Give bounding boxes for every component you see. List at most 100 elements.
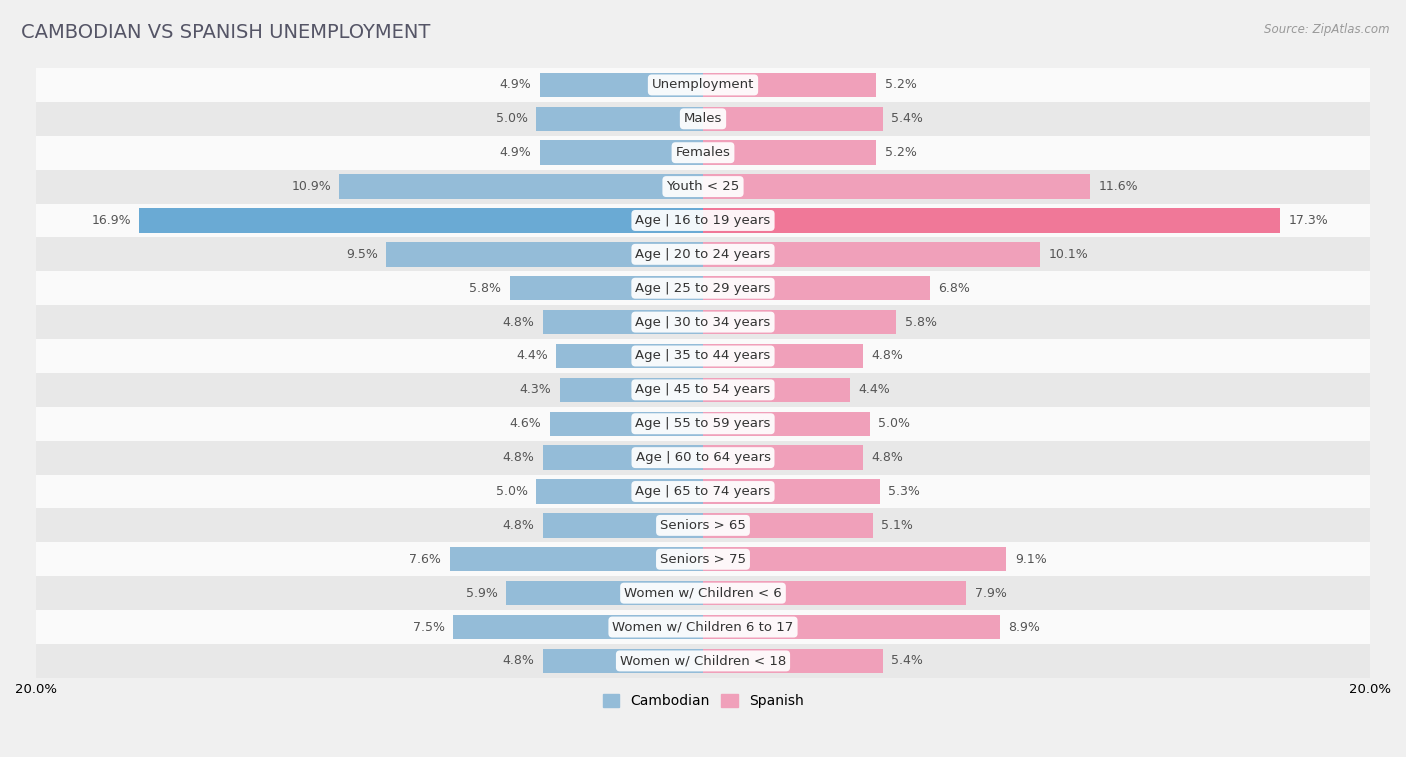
Text: Women w/ Children < 18: Women w/ Children < 18	[620, 654, 786, 668]
Text: 5.0%: 5.0%	[879, 417, 910, 430]
Text: 4.8%: 4.8%	[503, 451, 534, 464]
Text: 5.4%: 5.4%	[891, 112, 924, 126]
Text: 9.5%: 9.5%	[346, 248, 378, 261]
Bar	[37, 271, 1369, 305]
Text: 10.9%: 10.9%	[291, 180, 332, 193]
Bar	[37, 136, 1369, 170]
Bar	[453, 615, 703, 639]
Text: 4.4%: 4.4%	[858, 383, 890, 397]
Text: Age | 55 to 59 years: Age | 55 to 59 years	[636, 417, 770, 430]
Text: 4.8%: 4.8%	[872, 350, 903, 363]
Text: 7.6%: 7.6%	[409, 553, 441, 565]
Text: Males: Males	[683, 112, 723, 126]
Bar	[543, 513, 703, 537]
Text: Youth < 25: Youth < 25	[666, 180, 740, 193]
Bar	[37, 407, 1369, 441]
Text: 10.1%: 10.1%	[1047, 248, 1088, 261]
Bar	[543, 649, 703, 673]
Bar	[703, 73, 876, 97]
Text: 4.9%: 4.9%	[499, 79, 531, 92]
Bar	[339, 174, 703, 199]
Text: Seniors > 65: Seniors > 65	[659, 519, 747, 532]
Text: 5.9%: 5.9%	[465, 587, 498, 600]
Bar	[703, 378, 849, 402]
Bar	[703, 412, 870, 436]
Text: Age | 65 to 74 years: Age | 65 to 74 years	[636, 485, 770, 498]
Bar	[37, 610, 1369, 644]
Bar	[703, 310, 897, 335]
Text: Age | 35 to 44 years: Age | 35 to 44 years	[636, 350, 770, 363]
Bar	[550, 412, 703, 436]
Bar	[703, 107, 883, 131]
Text: 5.0%: 5.0%	[496, 485, 527, 498]
Text: 4.4%: 4.4%	[516, 350, 548, 363]
Bar	[703, 547, 1007, 572]
Bar	[37, 204, 1369, 238]
Bar	[37, 305, 1369, 339]
Text: Age | 20 to 24 years: Age | 20 to 24 years	[636, 248, 770, 261]
Text: 4.8%: 4.8%	[872, 451, 903, 464]
Bar	[543, 310, 703, 335]
Bar	[560, 378, 703, 402]
Bar	[37, 576, 1369, 610]
Bar	[37, 475, 1369, 509]
Text: 5.3%: 5.3%	[889, 485, 920, 498]
Bar	[37, 644, 1369, 678]
Bar	[703, 513, 873, 537]
Bar	[540, 141, 703, 165]
Bar	[703, 445, 863, 470]
Text: 5.4%: 5.4%	[891, 654, 924, 668]
Text: Age | 60 to 64 years: Age | 60 to 64 years	[636, 451, 770, 464]
Text: 17.3%: 17.3%	[1288, 214, 1329, 227]
Bar	[557, 344, 703, 368]
Text: Age | 30 to 34 years: Age | 30 to 34 years	[636, 316, 770, 329]
Bar	[540, 73, 703, 97]
Text: 4.8%: 4.8%	[503, 519, 534, 532]
Bar	[139, 208, 703, 232]
Bar	[703, 174, 1090, 199]
Text: Age | 25 to 29 years: Age | 25 to 29 years	[636, 282, 770, 294]
Text: Seniors > 75: Seniors > 75	[659, 553, 747, 565]
Bar	[703, 208, 1279, 232]
Bar	[37, 68, 1369, 102]
Bar	[37, 542, 1369, 576]
Text: CAMBODIAN VS SPANISH UNEMPLOYMENT: CAMBODIAN VS SPANISH UNEMPLOYMENT	[21, 23, 430, 42]
Text: 4.3%: 4.3%	[519, 383, 551, 397]
Text: 5.8%: 5.8%	[470, 282, 501, 294]
Text: Women w/ Children 6 to 17: Women w/ Children 6 to 17	[613, 621, 793, 634]
Text: 9.1%: 9.1%	[1015, 553, 1046, 565]
Bar	[37, 509, 1369, 542]
Bar	[703, 649, 883, 673]
Legend: Cambodian, Spanish: Cambodian, Spanish	[598, 689, 808, 714]
Text: Females: Females	[675, 146, 731, 159]
Bar	[509, 276, 703, 301]
Bar	[703, 242, 1040, 266]
Bar	[37, 339, 1369, 373]
Text: 4.8%: 4.8%	[503, 316, 534, 329]
Text: Women w/ Children < 6: Women w/ Children < 6	[624, 587, 782, 600]
Bar	[37, 441, 1369, 475]
Text: 4.8%: 4.8%	[503, 654, 534, 668]
Bar	[703, 581, 966, 606]
Text: 4.9%: 4.9%	[499, 146, 531, 159]
Text: 7.5%: 7.5%	[412, 621, 444, 634]
Text: 6.8%: 6.8%	[938, 282, 970, 294]
Bar	[506, 581, 703, 606]
Text: 8.9%: 8.9%	[1008, 621, 1040, 634]
Bar	[536, 479, 703, 503]
Text: 5.1%: 5.1%	[882, 519, 914, 532]
Text: 5.2%: 5.2%	[884, 79, 917, 92]
Bar	[37, 170, 1369, 204]
Text: 11.6%: 11.6%	[1098, 180, 1137, 193]
Bar	[387, 242, 703, 266]
Bar	[543, 445, 703, 470]
Text: 7.9%: 7.9%	[974, 587, 1007, 600]
Bar	[703, 479, 880, 503]
Text: 5.2%: 5.2%	[884, 146, 917, 159]
Text: 5.8%: 5.8%	[905, 316, 936, 329]
Bar	[703, 276, 929, 301]
Text: 4.6%: 4.6%	[509, 417, 541, 430]
Text: Source: ZipAtlas.com: Source: ZipAtlas.com	[1264, 23, 1389, 36]
Bar	[450, 547, 703, 572]
Text: 5.0%: 5.0%	[496, 112, 527, 126]
